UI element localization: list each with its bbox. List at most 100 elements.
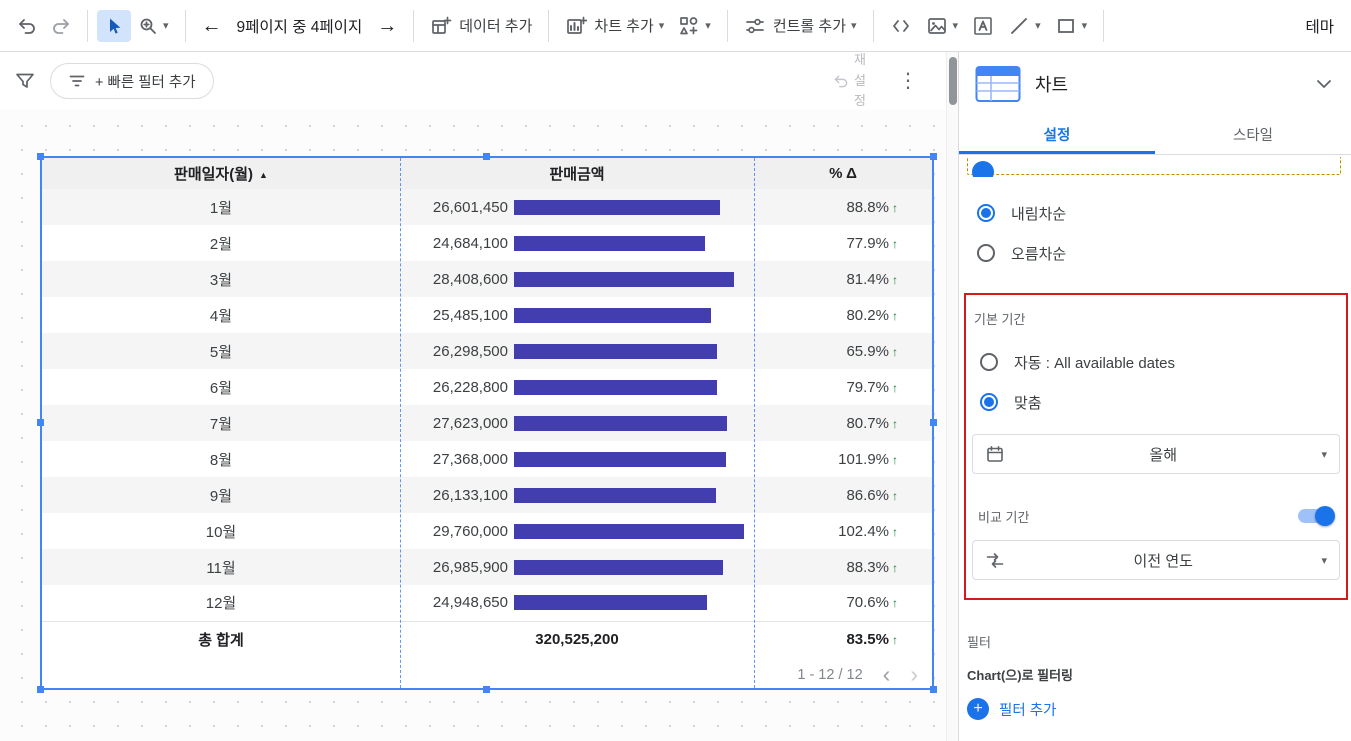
chevron-down-icon: ▾ xyxy=(163,20,169,32)
column-guide xyxy=(400,158,401,688)
up-arrow-icon: ↑ xyxy=(892,344,898,359)
field-drop-target[interactable] xyxy=(967,157,1341,175)
next-page-button[interactable]: → xyxy=(370,10,404,42)
total-delta: 83.5% ↑ xyxy=(754,620,932,657)
amount-cell: 27,368,000 xyxy=(400,441,754,477)
date-range-value: 올해 xyxy=(1149,446,1178,464)
theme-button[interactable]: 테마 xyxy=(1298,9,1341,43)
amount-bar xyxy=(514,559,723,575)
toolbar-divider xyxy=(184,9,186,42)
text-icon xyxy=(974,16,992,35)
month-cell: 1월 xyxy=(209,199,233,217)
content-area: + 빠른 필터 추가 재설정 ⋮ xyxy=(0,52,1351,741)
chevron-down-icon: ▾ xyxy=(851,20,857,32)
toolbar-divider xyxy=(548,9,550,42)
report-canvas[interactable]: 판매일자(월) ▲ 판매금액 % Δ 1월 26,601,450 88.8% ↑ 2월 24… xyxy=(0,110,958,741)
sort-descending-label: 내림차순 xyxy=(1011,205,1067,223)
add-control-icon xyxy=(745,18,764,33)
add-chart-button[interactable]: 차트 추가 ▾ xyxy=(558,9,671,43)
data-table: 판매일자(월) ▲ 판매금액 % Δ 1월 26,601,450 88.8% ↑ 2월 24… xyxy=(42,158,932,657)
selection-handle[interactable] xyxy=(37,686,44,693)
properties-panel: 차트 설정 스타일 내림차순 오름차순 xyxy=(958,52,1351,741)
add-filter-button[interactable]: + 필터 추가 xyxy=(967,698,1056,720)
pagination-next-icon[interactable]: › xyxy=(910,661,918,687)
chevron-down-icon[interactable] xyxy=(1313,73,1335,95)
embed-code-button[interactable] xyxy=(883,9,919,43)
table-row: 5월 26,298,500 65.9% ↑ xyxy=(42,333,932,369)
table-body: 1월 26,601,450 88.8% ↑ 2월 24,684,100 77.9% ↑ 3월 28… xyxy=(42,189,932,621)
sort-field-chip-clipped xyxy=(967,157,1341,177)
amount-bar xyxy=(514,343,717,359)
undo-button[interactable] xyxy=(10,10,44,42)
date-range-select[interactable]: 올해 ▾ xyxy=(972,434,1340,474)
zoom-tool-button[interactable]: ▾ xyxy=(131,10,176,42)
add-control-button[interactable]: 컨트롤 추가 ▾ xyxy=(737,9,864,43)
reset-icon xyxy=(834,75,848,88)
filter-funnel-icon[interactable] xyxy=(14,70,36,92)
column-header-label: 판매일자(월) xyxy=(174,166,254,183)
amount-cell: 24,684,100 xyxy=(400,225,754,261)
redo-button[interactable] xyxy=(44,10,78,42)
metric-chip-icon xyxy=(972,161,994,177)
sort-ascending-option[interactable]: 오름차순 xyxy=(977,239,1351,267)
panel-body: 내림차순 오름차순 기본 기간 자동 : All available dates… xyxy=(959,155,1351,741)
month-cell: 2월 xyxy=(209,235,233,253)
selection-handle[interactable] xyxy=(37,153,44,160)
add-image-button[interactable]: ▾ xyxy=(919,9,966,43)
canvas-scrollbar[interactable] xyxy=(946,52,958,741)
report-workspace: + 빠른 필터 추가 재설정 ⋮ xyxy=(0,52,958,741)
radio-selected-icon xyxy=(977,204,995,222)
amount-cell: 26,985,900 xyxy=(400,549,754,585)
panel-tabs: 설정 스타일 xyxy=(959,116,1351,155)
more-options-button[interactable]: ⋮ xyxy=(898,70,918,92)
compare-range-select[interactable]: 이전 연도 ▾ xyxy=(972,540,1340,580)
add-data-button[interactable]: 데이터 추가 xyxy=(423,9,539,43)
add-text-button[interactable] xyxy=(965,9,1001,43)
amount-bar xyxy=(514,523,744,539)
amount-cell: 25,485,100 xyxy=(400,297,754,333)
page-indicator[interactable]: 9페이지 중 4페이지 xyxy=(236,18,363,36)
prev-page-button[interactable]: ← xyxy=(195,10,229,42)
radio-unselected-icon xyxy=(980,353,998,371)
default-period-label: 기본 기간 xyxy=(974,312,1026,327)
tab-style[interactable]: 스타일 xyxy=(1232,128,1274,144)
column-header-delta[interactable]: % Δ xyxy=(754,158,932,189)
column-header-amount[interactable]: 판매금액 xyxy=(400,158,754,189)
selection-handle[interactable] xyxy=(930,153,937,160)
total-label: 총 합계 xyxy=(42,620,400,657)
period-custom-option[interactable]: 맞춤 xyxy=(980,388,1342,416)
delta-cell: 81.4% ↑ xyxy=(846,270,898,288)
scrollbar-thumb[interactable] xyxy=(949,57,957,105)
table-row: 7월 27,623,000 80.7% ↑ xyxy=(42,405,932,441)
filter-scope-label: Chart(으)로 필터링 xyxy=(967,668,1074,683)
reset-button[interactable]: 재설정 xyxy=(833,50,868,112)
up-arrow-icon: ↑ xyxy=(892,596,898,611)
add-shape-button[interactable]: ▾ xyxy=(1048,9,1095,43)
up-arrow-icon: ↑ xyxy=(892,308,898,323)
quick-filter-button[interactable]: + 빠른 필터 추가 xyxy=(50,63,214,99)
add-line-button[interactable]: ▾ xyxy=(1001,9,1048,43)
period-auto-option[interactable]: 자동 : All available dates xyxy=(980,348,1342,376)
delta-cell: 70.6% ↑ xyxy=(846,594,898,612)
pagination-prev-icon[interactable]: ‹ xyxy=(882,661,891,687)
month-cell: 7월 xyxy=(209,415,233,433)
compare-period-toggle[interactable] xyxy=(1298,506,1335,526)
selection-handle[interactable] xyxy=(37,419,44,426)
delta-cell: 101.9% ↑ xyxy=(838,450,898,468)
arrow-left-icon: ← xyxy=(201,14,222,37)
sort-descending-option[interactable]: 내림차순 xyxy=(977,199,1351,227)
community-visualizations-button[interactable]: ▾ xyxy=(671,9,718,43)
compare-range-value: 이전 연도 xyxy=(1133,552,1193,570)
filter-bar: + 빠른 필터 추가 재설정 ⋮ xyxy=(0,52,958,110)
table-chart[interactable]: 판매일자(월) ▲ 판매금액 % Δ 1월 26,601,450 88.8% ↑ 2월 24… xyxy=(37,153,937,693)
add-filter-label: 필터 추가 xyxy=(999,702,1057,719)
select-tool-button[interactable] xyxy=(97,9,131,42)
tab-settings[interactable]: 설정 xyxy=(959,116,1155,154)
selection-handle[interactable] xyxy=(930,686,937,693)
selection-handle[interactable] xyxy=(483,153,490,160)
selection-handle[interactable] xyxy=(483,686,490,693)
column-header-date[interactable]: 판매일자(월) ▲ xyxy=(42,158,400,189)
month-cell: 3월 xyxy=(209,271,233,289)
month-cell: 8월 xyxy=(209,451,233,469)
selection-handle[interactable] xyxy=(930,419,937,426)
